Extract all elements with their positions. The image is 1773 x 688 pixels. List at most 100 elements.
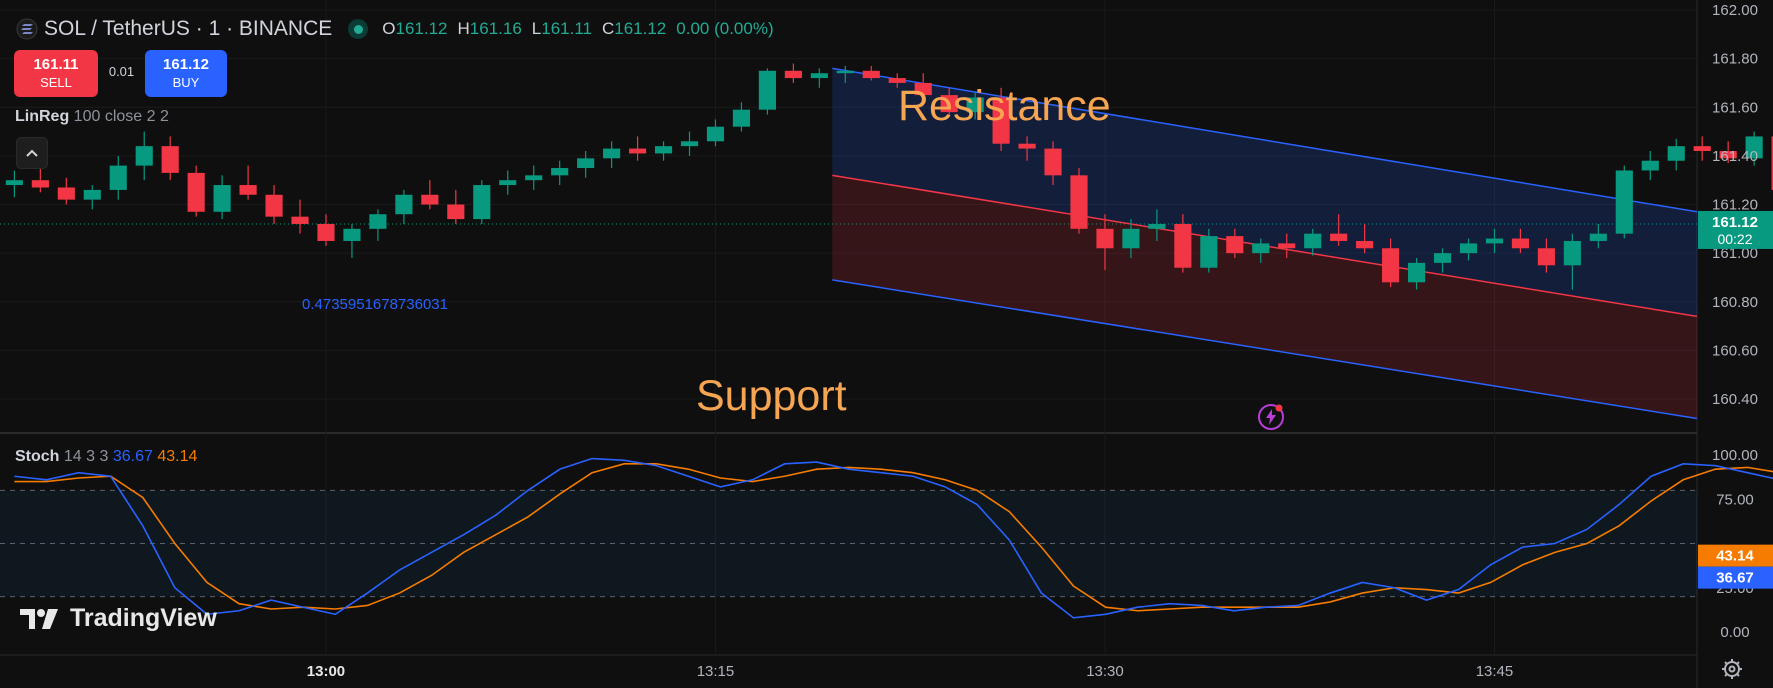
candle	[1044, 141, 1062, 186]
collapse-legend-button[interactable]	[16, 137, 48, 169]
candle	[1485, 228, 1504, 254]
candle	[135, 131, 153, 181]
tradingview-logo[interactable]: TradingView	[20, 604, 217, 633]
ohlc-item: 0.00 (0.00%)	[676, 19, 773, 39]
candle-body	[1382, 248, 1400, 283]
stoch-params: 14 3 3	[63, 448, 109, 465]
candle	[57, 177, 75, 205]
price-tick-label: 160.80	[1712, 294, 1758, 311]
ohlc-item: H161.16	[458, 19, 522, 39]
spread-value: 0.01	[108, 64, 135, 79]
time-tick-label: 13:15	[697, 663, 735, 680]
linreg-name: LinReg	[15, 108, 70, 125]
stoch-k-tag-value: 36.67	[1716, 570, 1754, 587]
candle	[265, 185, 283, 224]
buy-button[interactable]: 161.12 BUY	[145, 50, 227, 97]
candle-body	[966, 97, 984, 113]
candle-body	[1252, 243, 1270, 254]
candle-body	[888, 78, 906, 83]
candle-body	[1407, 262, 1426, 283]
candle	[213, 175, 231, 220]
candle	[680, 131, 699, 156]
candle	[343, 223, 361, 258]
candle	[1018, 136, 1036, 161]
price-tick-label: 161.80	[1712, 51, 1758, 68]
channel-upper-line	[832, 67, 1698, 213]
candle-body	[836, 70, 854, 74]
candle	[1589, 223, 1607, 249]
last-price-tag-bg	[1698, 210, 1773, 249]
candle-body	[1096, 228, 1114, 249]
candle-body	[135, 146, 153, 166]
candle	[577, 151, 595, 178]
candle	[109, 155, 127, 200]
ohlc-value: 161.16	[469, 19, 522, 38]
settings-gear-icon[interactable]	[1720, 657, 1744, 681]
candle-body	[1615, 170, 1633, 234]
candle-body	[1641, 160, 1659, 171]
linreg-legend[interactable]: LinReg 100 close 2 2	[15, 108, 169, 126]
candle	[1148, 209, 1166, 241]
linreg-value-label: 0.4735951678736031	[302, 296, 448, 313]
candle	[1459, 238, 1478, 261]
support-annotation[interactable]: Support	[696, 372, 847, 420]
candle-body	[1537, 248, 1555, 266]
candle-body	[577, 158, 595, 169]
candle-body	[1485, 238, 1504, 244]
candle-body	[57, 187, 75, 200]
price-tick-label: 161.40	[1712, 148, 1758, 165]
price-tick-label: 160.60	[1712, 342, 1758, 359]
stoch-name: Stoch	[15, 448, 60, 465]
ohlc-key: L	[531, 19, 542, 38]
channel-lower-line	[832, 279, 1698, 420]
candle-body	[1304, 233, 1322, 249]
candle	[914, 73, 932, 103]
candle	[1122, 219, 1140, 258]
candle-body	[317, 223, 335, 241]
stoch-legend[interactable]: Stoch 14 3 3 36.67 43.14	[15, 448, 197, 466]
time-tick-label: 13:45	[1476, 663, 1514, 680]
candle-body	[1174, 223, 1192, 268]
candle-body	[1356, 240, 1374, 249]
candle-body	[1563, 240, 1581, 266]
candle	[1382, 238, 1400, 288]
candle	[473, 180, 491, 224]
candle-body	[1693, 146, 1711, 152]
candle-body	[109, 165, 127, 190]
candle	[888, 73, 906, 88]
candle-body	[499, 180, 517, 186]
stoch-k-tag-bg	[1698, 566, 1773, 589]
ohlc-values: O161.12 H161.16 L161.11 C161.12 0.00 (0.00%)	[382, 19, 773, 39]
candle	[1511, 228, 1529, 254]
candle-body	[1226, 236, 1244, 254]
symbol-header[interactable]: SOL / TetherUS · 1 · BINANCE O161.12 H161…	[16, 14, 774, 44]
candle-body	[31, 180, 49, 188]
candle-body	[1719, 151, 1737, 159]
stoch-d-value: 43.14	[157, 448, 198, 465]
candle-body	[1433, 253, 1452, 263]
ohlc-value: 0.00 (0.00%)	[676, 19, 774, 38]
candle	[551, 160, 569, 186]
price-tick-label: 160.40	[1712, 391, 1758, 408]
last-price-tag-value: 161.12	[1712, 214, 1758, 231]
candle	[447, 189, 465, 224]
symbol-title[interactable]: SOL / TetherUS · 1 · BINANCE	[44, 17, 333, 40]
stoch-series-line	[14, 457, 1773, 619]
candle	[1174, 214, 1192, 273]
candle-body	[1018, 143, 1036, 149]
sell-button[interactable]: 161.11 SELL	[14, 50, 98, 97]
lightning-alert-icon[interactable]	[1257, 403, 1285, 431]
candle-body	[1148, 223, 1166, 229]
candle-body	[291, 216, 309, 224]
candle-body	[265, 194, 283, 217]
stoch-series-line	[14, 463, 1773, 612]
candle-body	[654, 146, 673, 154]
resistance-annotation[interactable]: Resistance	[898, 82, 1111, 130]
candle	[421, 180, 439, 210]
channel-upper-fill	[832, 68, 1697, 317]
candle-body	[810, 73, 828, 79]
time-tick-label: 13:30	[1086, 663, 1124, 680]
